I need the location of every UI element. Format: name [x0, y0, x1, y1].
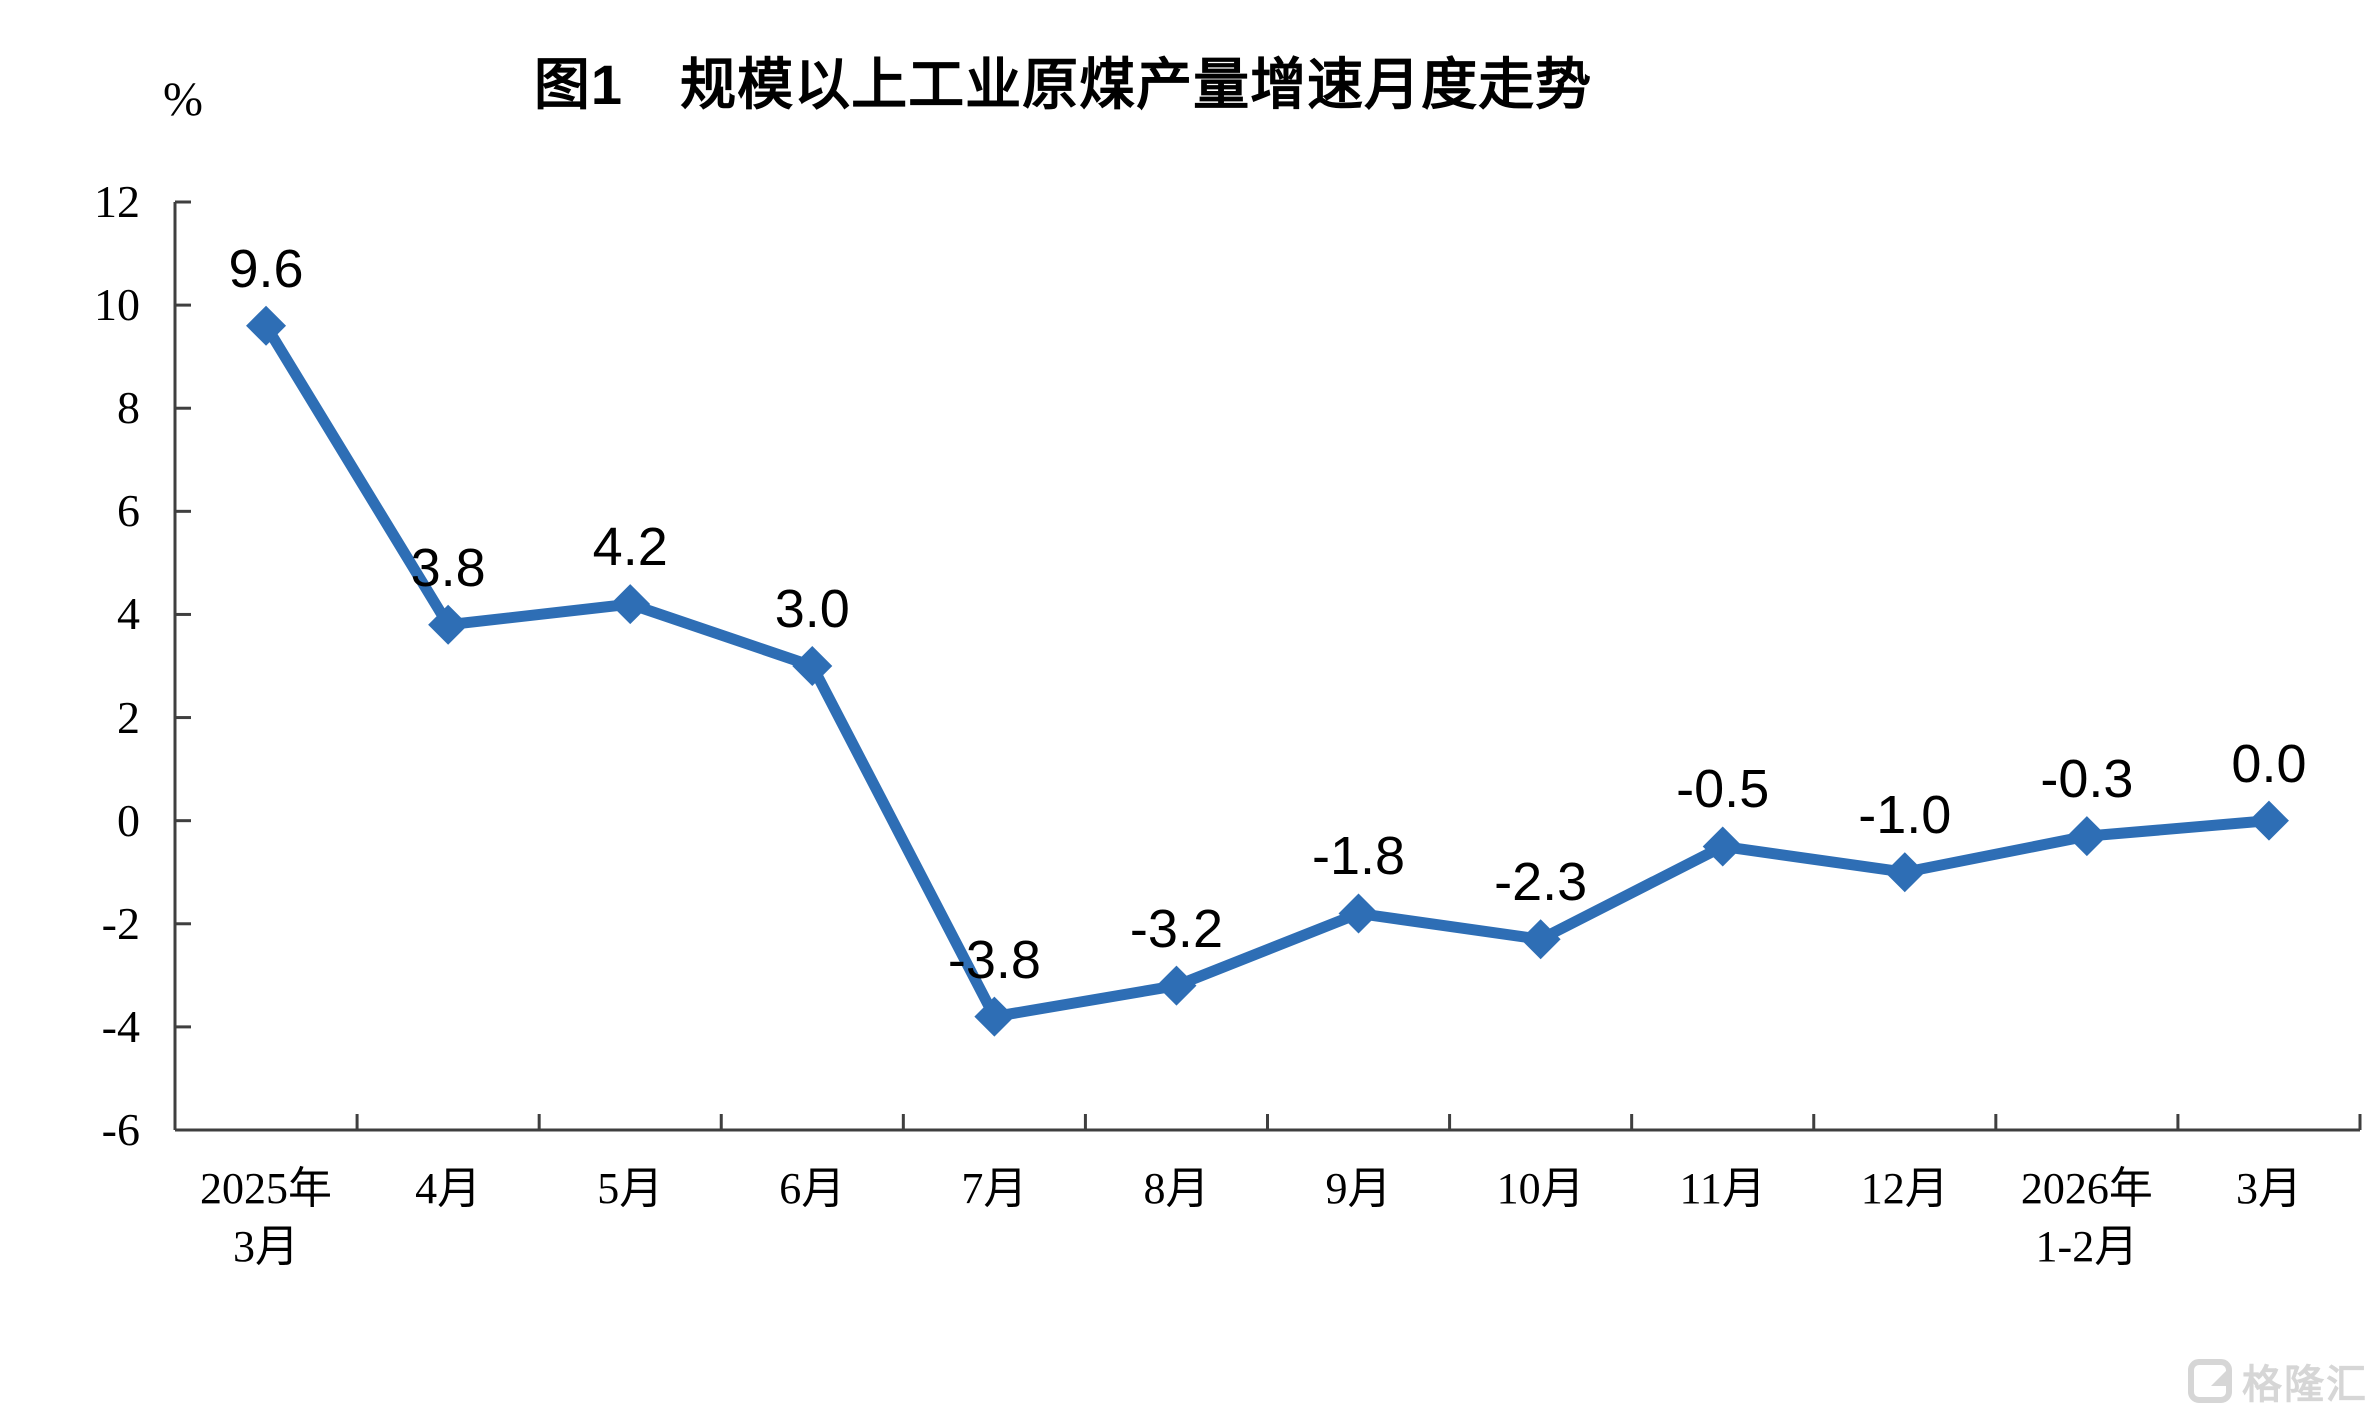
y-tick-label: -6: [101, 1104, 140, 1155]
watermark-text: 格隆汇: [2242, 1363, 2368, 1407]
data-point-marker: [1156, 965, 1197, 1006]
y-axis-unit-label: %: [163, 73, 203, 126]
y-tick-label: 2: [117, 691, 140, 743]
x-tick-label: 9月: [1325, 1164, 1392, 1213]
data-point-marker: [974, 996, 1015, 1037]
data-point-marker: [792, 646, 833, 686]
y-tick-label: 4: [117, 588, 140, 640]
data-label: -1.8: [1312, 826, 1406, 887]
x-tick-label: 2025年 3月: [200, 1164, 333, 1272]
data-point-marker: [246, 305, 287, 346]
x-tick-label: 7月: [961, 1164, 1028, 1213]
x-tick-label: 4月: [415, 1164, 482, 1213]
y-tick-label: 10: [94, 279, 140, 331]
x-tick-label: 5月: [597, 1164, 664, 1213]
data-label: -2.3: [1494, 852, 1588, 913]
y-tick-label: -2: [101, 897, 140, 949]
data-point-marker: [2066, 816, 2107, 857]
x-tick-label: 8月: [1143, 1164, 1210, 1213]
y-tick-label: 6: [117, 485, 140, 537]
data-label: 0.0: [2231, 733, 2307, 794]
data-label: 3.0: [774, 579, 850, 639]
data-point-marker: [1338, 893, 1379, 934]
data-label: -0.5: [1676, 759, 1770, 820]
series-line: [261, 322, 2270, 1023]
y-tick-label: 8: [117, 382, 140, 434]
data-point-marker: [428, 604, 469, 645]
data-label: -3.8: [947, 929, 1041, 990]
y-tick-label: 0: [117, 794, 140, 846]
x-tick-label: 12月: [1860, 1164, 1949, 1213]
x-tick-label: 11月: [1679, 1164, 1766, 1213]
gelonghui-logo-icon: [2188, 1359, 2232, 1403]
data-point-marker: [610, 584, 651, 625]
x-tick-label: 3月: [2235, 1164, 2302, 1213]
data-point-marker: [1884, 852, 1925, 893]
x-tick-label: 10月: [1496, 1164, 1585, 1213]
data-point-marker: [2248, 800, 2289, 841]
data-label: 3.8: [410, 537, 486, 598]
data-label: 9.6: [228, 238, 304, 299]
x-tick-label: 6月: [779, 1164, 846, 1213]
y-tick-label: 12: [94, 176, 140, 227]
y-tick-label: -4: [101, 1000, 140, 1052]
data-label: -0.3: [2040, 749, 2134, 810]
x-tick-label: 2026年 1-2月: [2020, 1164, 2153, 1272]
data-label: -1.0: [1858, 785, 1952, 846]
data-label: -3.2: [1129, 898, 1223, 959]
data-point-marker: [1702, 826, 1743, 867]
chart-title: 图1 规模以上工业原煤产量增速月度走势: [533, 53, 1593, 116]
data-point-marker: [1520, 919, 1561, 960]
data-label: 4.2: [592, 517, 668, 578]
gelonghui-watermark: 格隆汇: [2187, 1352, 2368, 1410]
